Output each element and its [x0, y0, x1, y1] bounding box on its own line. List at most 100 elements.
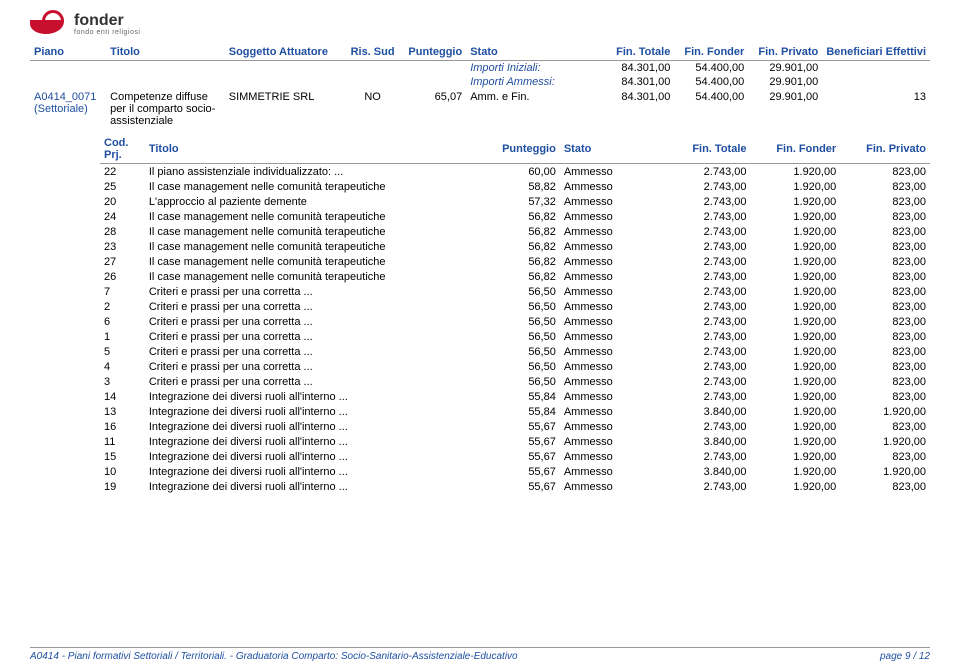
detail-fin-privato: 823,00 — [840, 164, 930, 180]
detail-row: 23Il case management nelle comunità tera… — [100, 239, 930, 254]
logo: fonder fondo enti religiosi — [30, 10, 930, 38]
detail-fin-fonder: 1.920,00 — [751, 164, 841, 180]
detail-fin-totale: 2.743,00 — [661, 389, 751, 404]
detail-punteggio: 58,82 — [481, 179, 560, 194]
detail-titolo: Criteri e prassi per una corretta ... — [145, 299, 481, 314]
detail-row: 6Criteri e prassi per una corretta ...56… — [100, 314, 930, 329]
detail-fin-privato: 823,00 — [840, 449, 930, 464]
detail-cod: 22 — [100, 164, 145, 180]
detail-fin-totale: 3.840,00 — [661, 404, 751, 419]
detail-punteggio: 56,50 — [481, 314, 560, 329]
detail-punteggio: 55,67 — [481, 419, 560, 434]
detail-titolo: L'approccio al paziente demente — [145, 194, 481, 209]
detail-stato: Ammesso — [560, 464, 661, 479]
detail-cod: 15 — [100, 449, 145, 464]
detail-stato: Ammesso — [560, 479, 661, 494]
detail-cod: 20 — [100, 194, 145, 209]
detail-punteggio: 55,67 — [481, 479, 560, 494]
detail-row: 2Criteri e prassi per una corretta ...56… — [100, 299, 930, 314]
detail-titolo: Il case management nelle comunità terape… — [145, 239, 481, 254]
detail-punteggio: 55,67 — [481, 464, 560, 479]
detail-fin-privato: 1.920,00 — [840, 404, 930, 419]
detail-titolo: Criteri e prassi per una corretta ... — [145, 359, 481, 374]
detail-fin-fonder: 1.920,00 — [751, 194, 841, 209]
detail-punteggio: 56,82 — [481, 209, 560, 224]
piano-settoriale: (Settoriale) — [34, 103, 88, 115]
detail-cod: 23 — [100, 239, 145, 254]
detail-fin-privato: 823,00 — [840, 269, 930, 284]
importi-iniziali-row: Importi Iniziali: 84.301,00 54.400,00 29… — [30, 61, 930, 76]
detail-stato: Ammesso — [560, 299, 661, 314]
main-data-row: A0414_0071 (Settoriale) Competenze diffu… — [30, 89, 930, 129]
detail-fin-privato: 823,00 — [840, 299, 930, 314]
detail-titolo: Il piano assistenziale individualizzato:… — [145, 164, 481, 180]
detail-fin-privato: 823,00 — [840, 314, 930, 329]
dcol-fin-privato: Fin. Privato — [840, 135, 930, 164]
col-titolo: Titolo — [106, 44, 225, 61]
detail-stato: Ammesso — [560, 179, 661, 194]
detail-titolo: Criteri e prassi per una corretta ... — [145, 374, 481, 389]
detail-fin-fonder: 1.920,00 — [751, 389, 841, 404]
dcol-fin-fonder: Fin. Fonder — [751, 135, 841, 164]
dcol-fin-totale: Fin. Totale — [661, 135, 751, 164]
detail-fin-privato: 823,00 — [840, 359, 930, 374]
importi-ammessi-fin-privato: 29.901,00 — [748, 75, 822, 89]
detail-titolo: Criteri e prassi per una corretta ... — [145, 314, 481, 329]
detail-row: 15Integrazione dei diversi ruoli all'int… — [100, 449, 930, 464]
detail-cod: 5 — [100, 344, 145, 359]
importi-ammessi-label: Importi Ammessi: — [470, 76, 590, 88]
detail-fin-fonder: 1.920,00 — [751, 254, 841, 269]
detail-fin-privato: 1.920,00 — [840, 434, 930, 449]
detail-row: 19Integrazione dei diversi ruoli all'int… — [100, 479, 930, 494]
detail-titolo: Integrazione dei diversi ruoli all'inter… — [145, 479, 481, 494]
detail-fin-fonder: 1.920,00 — [751, 284, 841, 299]
importi-ammessi-fin-totale: 84.301,00 — [601, 75, 674, 89]
detail-fin-privato: 1.920,00 — [840, 464, 930, 479]
detail-cod: 26 — [100, 269, 145, 284]
detail-fin-privato: 823,00 — [840, 419, 930, 434]
detail-fin-fonder: 1.920,00 — [751, 209, 841, 224]
main-table: Piano Titolo Soggetto Attuatore Ris. Sud… — [30, 44, 930, 129]
detail-stato: Ammesso — [560, 254, 661, 269]
col-fin-fonder: Fin. Fonder — [674, 44, 748, 61]
detail-stato: Ammesso — [560, 209, 661, 224]
detail-punteggio: 56,50 — [481, 359, 560, 374]
detail-row: 3Criteri e prassi per una corretta ...56… — [100, 374, 930, 389]
detail-cod: 13 — [100, 404, 145, 419]
detail-stato: Ammesso — [560, 314, 661, 329]
detail-fin-fonder: 1.920,00 — [751, 464, 841, 479]
detail-fin-fonder: 1.920,00 — [751, 479, 841, 494]
detail-fin-privato: 823,00 — [840, 389, 930, 404]
detail-titolo: Integrazione dei diversi ruoli all'inter… — [145, 464, 481, 479]
detail-stato: Ammesso — [560, 374, 661, 389]
detail-fin-privato: 823,00 — [840, 479, 930, 494]
soggetto-attuatore: SIMMETRIE SRL — [225, 89, 346, 129]
detail-fin-fonder: 1.920,00 — [751, 359, 841, 374]
detail-punteggio: 55,84 — [481, 389, 560, 404]
detail-row: 5Criteri e prassi per una corretta ...56… — [100, 344, 930, 359]
detail-cod: 11 — [100, 434, 145, 449]
detail-titolo: Integrazione dei diversi ruoli all'inter… — [145, 449, 481, 464]
detail-row: 1Criteri e prassi per una corretta ...56… — [100, 329, 930, 344]
detail-titolo: Il case management nelle comunità terape… — [145, 224, 481, 239]
detail-punteggio: 56,82 — [481, 239, 560, 254]
detail-row: 22Il piano assistenziale individualizzat… — [100, 164, 930, 180]
detail-row: 26Il case management nelle comunità tera… — [100, 269, 930, 284]
detail-fin-privato: 823,00 — [840, 239, 930, 254]
detail-fin-fonder: 1.920,00 — [751, 269, 841, 284]
detail-cod: 27 — [100, 254, 145, 269]
detail-titolo: Criteri e prassi per una corretta ... — [145, 344, 481, 359]
detail-fin-totale: 2.743,00 — [661, 314, 751, 329]
col-punteggio: Punteggio — [399, 44, 466, 61]
dcol-cod: Cod. Prj. — [100, 135, 145, 164]
detail-punteggio: 55,67 — [481, 434, 560, 449]
detail-fin-totale: 2.743,00 — [661, 254, 751, 269]
detail-fin-fonder: 1.920,00 — [751, 434, 841, 449]
detail-fin-totale: 2.743,00 — [661, 194, 751, 209]
detail-titolo: Integrazione dei diversi ruoli all'inter… — [145, 389, 481, 404]
detail-row: 7Criteri e prassi per una corretta ...56… — [100, 284, 930, 299]
piano-code: A0414_0071 — [34, 91, 96, 103]
footer: A0414 - Piani formativi Settoriali / Ter… — [30, 647, 930, 662]
detail-cod: 3 — [100, 374, 145, 389]
detail-punteggio: 55,67 — [481, 449, 560, 464]
